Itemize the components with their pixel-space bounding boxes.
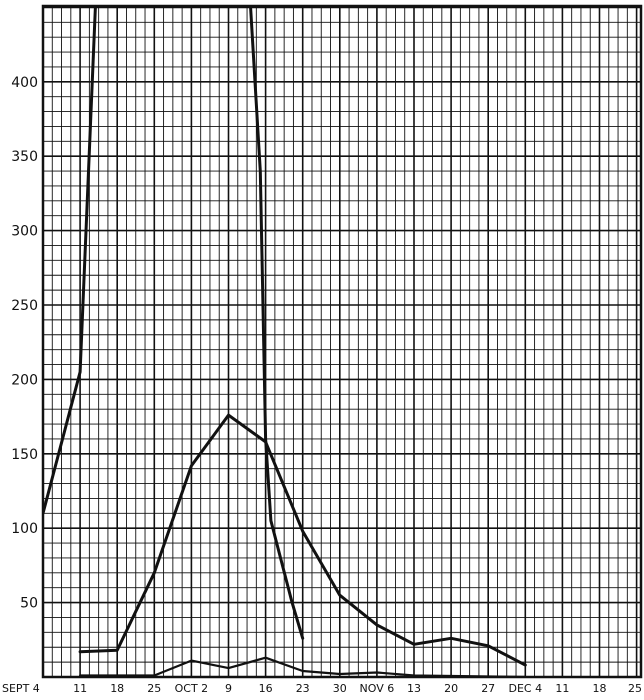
major-grid bbox=[42, 6, 641, 678]
series-line-1 bbox=[43, 6, 97, 515]
x-tick-label: 16 bbox=[259, 682, 273, 695]
x-tick-label: OCT 2 bbox=[175, 682, 209, 695]
series-line-3 bbox=[78, 413, 527, 667]
x-axis-ticks: SEPT 4 11 18 25 OCT 2 9 16 23 30 NOV 6 13 20 27 DEC 4… bbox=[2, 682, 642, 695]
series-layer bbox=[43, 6, 527, 677]
x-tick-label: 23 bbox=[296, 682, 310, 695]
x-tick-label: DEC 4 bbox=[508, 682, 542, 695]
y-axis-ticks: 50 100 150 200 250 300 350 400 bbox=[11, 75, 38, 612]
x-tick-label: 27 bbox=[481, 682, 495, 695]
series-line-2 bbox=[248, 6, 305, 640]
y-tick-label: 300 bbox=[11, 224, 38, 240]
plot-frame bbox=[41, 4, 643, 679]
x-tick-label: 13 bbox=[407, 682, 421, 695]
x-tick-label: 18 bbox=[593, 682, 607, 695]
x-tick-label: 11 bbox=[73, 682, 87, 695]
x-tick-label: NOV 6 bbox=[360, 682, 395, 695]
y-tick-label: 150 bbox=[11, 447, 38, 463]
y-tick-label: 250 bbox=[11, 298, 38, 314]
x-tick-label: 20 bbox=[444, 682, 458, 695]
x-tick-label: 30 bbox=[333, 682, 347, 695]
y-tick-label: 400 bbox=[11, 75, 38, 91]
x-tick-label: 9 bbox=[225, 682, 232, 695]
minor-grid bbox=[43, 6, 641, 677]
x-tick-label: 18 bbox=[110, 682, 124, 695]
y-tick-label: 100 bbox=[11, 521, 38, 537]
y-tick-label: 50 bbox=[20, 596, 38, 612]
x-tick-label: SEPT 4 bbox=[2, 682, 40, 695]
x-tick-label: 25 bbox=[628, 682, 642, 695]
x-tick-label: 25 bbox=[147, 682, 161, 695]
y-tick-label: 200 bbox=[11, 372, 38, 388]
y-tick-label: 350 bbox=[11, 149, 38, 165]
x-tick-label: 11 bbox=[555, 682, 569, 695]
series-line-4 bbox=[78, 656, 527, 677]
